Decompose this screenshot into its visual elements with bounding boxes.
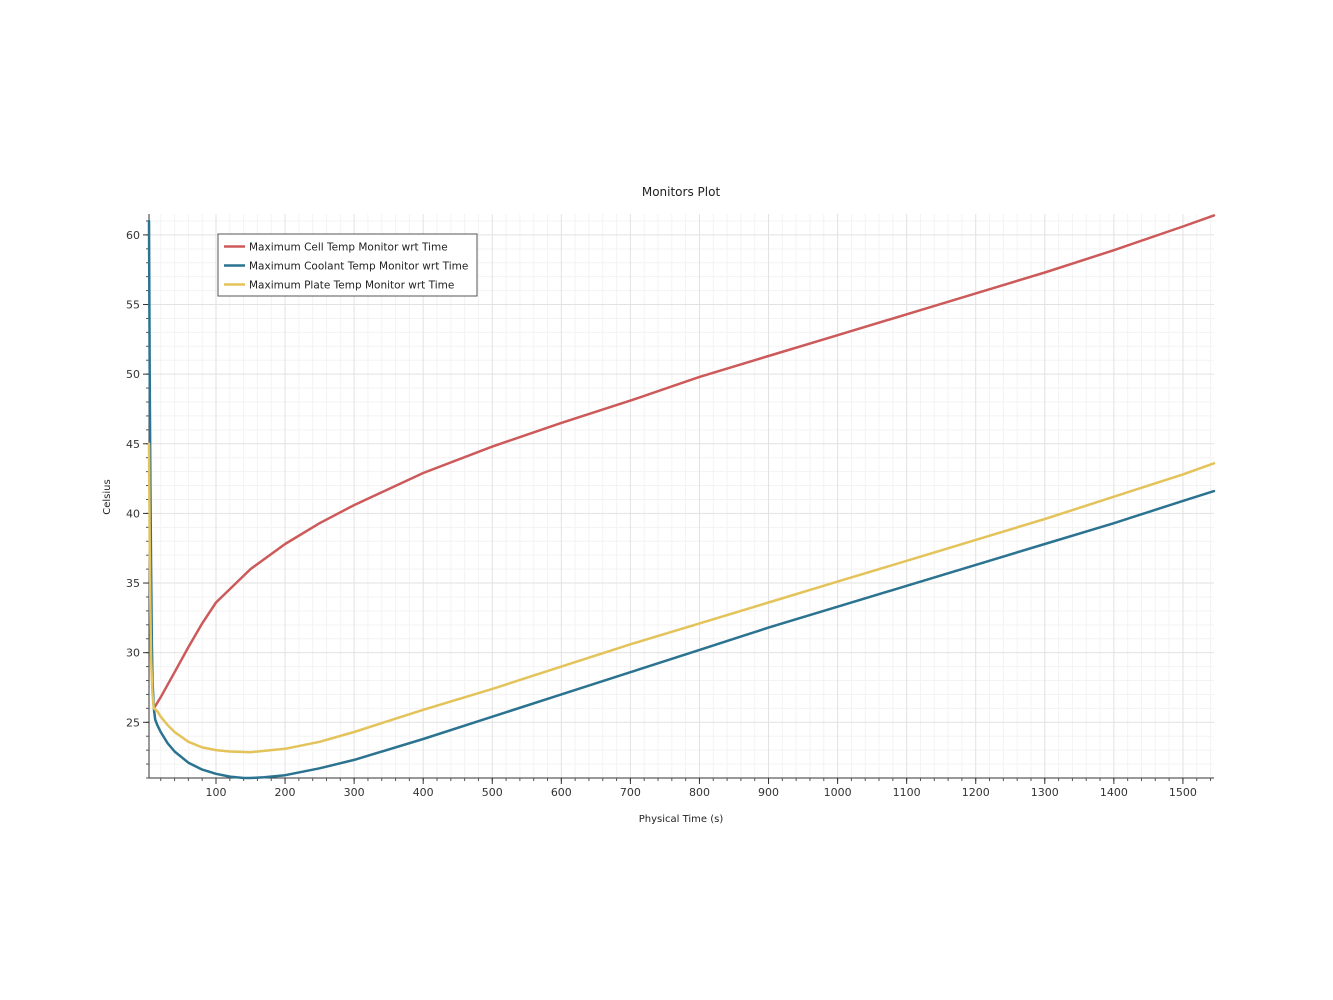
y-axis-title: Celsius bbox=[102, 479, 113, 514]
series-line-3 bbox=[147, 442, 1216, 754]
y-tick-label: 25 bbox=[126, 716, 140, 729]
x-tick-label: 500 bbox=[482, 786, 503, 799]
x-tick-label: 400 bbox=[413, 786, 434, 799]
series-layer bbox=[147, 214, 1216, 780]
x-tick-label: 1000 bbox=[824, 786, 852, 799]
axes: 100 200 300 400 500 600 700 800 900 1000 1100 1200 1… bbox=[126, 214, 1214, 799]
x-tick-label: 1500 bbox=[1169, 786, 1197, 799]
y-tick-label: 45 bbox=[126, 438, 140, 451]
x-tick-label: 1300 bbox=[1031, 786, 1059, 799]
x-tick-label: 1400 bbox=[1100, 786, 1128, 799]
x-tick-label: 100 bbox=[205, 786, 226, 799]
legend-label: Maximum Coolant Temp Monitor wrt Time bbox=[249, 261, 468, 273]
x-tick-label: 900 bbox=[758, 786, 779, 799]
series-line-1 bbox=[152, 214, 1216, 710]
y-tick-label: 40 bbox=[126, 507, 140, 520]
x-tick-label: 300 bbox=[344, 786, 365, 799]
legend-label: Maximum Plate Temp Monitor wrt Time bbox=[249, 280, 454, 292]
legend: Maximum Cell Temp Monitor wrt Time Maximu… bbox=[217, 233, 478, 297]
y-tick-label: 60 bbox=[126, 229, 140, 242]
x-tick-label: 1100 bbox=[893, 786, 921, 799]
legend-label: Maximum Cell Temp Monitor wrt Time bbox=[249, 242, 448, 254]
y-tick-label: 55 bbox=[126, 299, 140, 312]
chart-title: Monitors Plot bbox=[642, 185, 721, 199]
x-tick-label: 600 bbox=[551, 786, 572, 799]
x-tick-label: 700 bbox=[620, 786, 641, 799]
x-tick-label: 800 bbox=[689, 786, 710, 799]
y-tick-label: 30 bbox=[126, 647, 140, 660]
x-axis-title: Physical Time (s) bbox=[639, 814, 724, 825]
grid bbox=[149, 214, 1214, 779]
x-tick-label: 200 bbox=[275, 786, 296, 799]
y-tick-label: 35 bbox=[126, 577, 140, 590]
x-tick-label: 1200 bbox=[962, 786, 990, 799]
legend-box bbox=[217, 233, 478, 297]
y-tick-label: 50 bbox=[126, 368, 140, 381]
